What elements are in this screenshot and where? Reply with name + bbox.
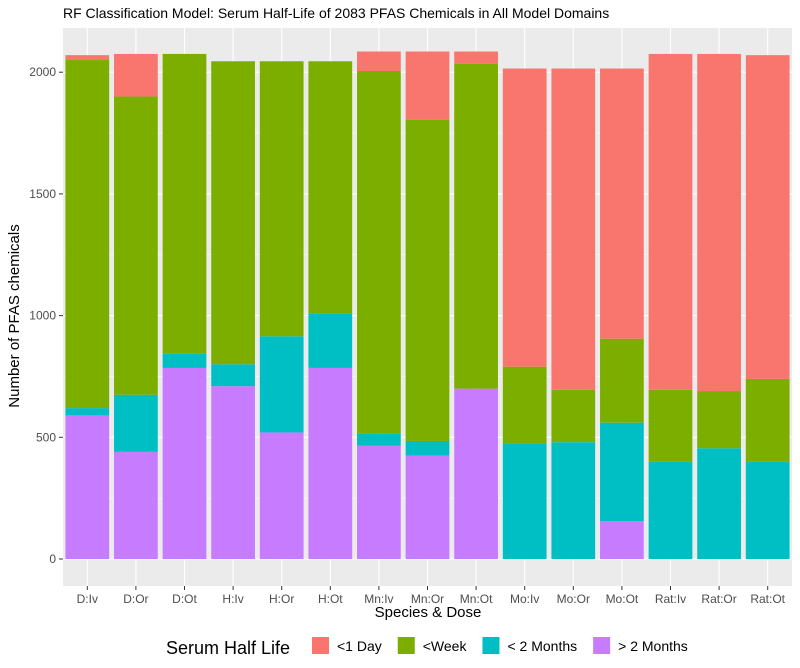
y-tick-label: 0 <box>49 552 56 566</box>
x-tick-label: Mn:Or <box>411 592 444 606</box>
bar-segment <box>211 386 255 559</box>
y-tick-label: 1000 <box>29 309 56 323</box>
bar-segment <box>745 378 790 462</box>
bar-segment <box>648 53 693 390</box>
bar-segment <box>600 521 644 559</box>
legend: Serum Half Life <1 Day <Week < 2 Months > 2… <box>166 637 688 658</box>
bar-segment <box>405 455 450 559</box>
bar-segment <box>551 389 596 443</box>
bar-segment <box>114 394 158 452</box>
bar-segment <box>551 442 596 559</box>
x-tick-label: H:Iv <box>222 592 243 606</box>
bar-segment <box>648 389 693 462</box>
legend-label: <Week <box>423 638 468 654</box>
bar-segment <box>454 63 498 389</box>
bar-segment <box>259 61 304 337</box>
x-tick-label: D:Ot <box>172 592 197 606</box>
legend-label: <1 Day <box>337 638 382 654</box>
x-tick-label: Rat:Iv <box>655 592 686 606</box>
bar-segment <box>502 68 547 367</box>
bar-segment <box>745 55 790 379</box>
x-tick-label: Mn:Ot <box>460 592 493 606</box>
bar-segment <box>162 367 207 559</box>
legend-swatch <box>593 637 611 654</box>
bar-segment <box>308 313 353 368</box>
bar-segment <box>162 353 207 368</box>
x-tick-label: H:Or <box>269 592 294 606</box>
legend-label: > 2 Months <box>618 638 688 654</box>
legend-title: Serum Half Life <box>166 638 290 658</box>
bar-segment <box>357 445 401 559</box>
bar-segment <box>114 53 158 97</box>
x-tick-label: H:Ot <box>318 592 343 606</box>
bar-segment <box>65 415 110 559</box>
x-tick-label: Mo:Iv <box>510 592 539 606</box>
y-tick-label: 2000 <box>29 65 56 79</box>
bar-segment <box>405 440 450 456</box>
bar-segment <box>308 367 353 559</box>
bar-segment <box>502 443 547 559</box>
bar-segment <box>308 61 353 314</box>
x-tick-label: D:Or <box>123 592 148 606</box>
x-tick-label: D:Iv <box>77 592 98 606</box>
bar-segment <box>114 451 158 559</box>
legend-label: < 2 Months <box>507 638 577 654</box>
bar-segment <box>697 391 741 449</box>
bar-segment <box>114 96 158 395</box>
bar-segment <box>405 51 450 120</box>
bar-segment <box>357 51 401 71</box>
bar-segment <box>357 433 401 446</box>
x-tick-label: Mo:Or <box>557 592 590 606</box>
legend-swatch <box>482 637 500 654</box>
bar-segment <box>600 422 644 522</box>
bar-segment <box>454 388 498 559</box>
bar-segment <box>697 448 741 559</box>
bar-segment <box>65 408 110 416</box>
x-axis-title: Species & Dose <box>375 604 482 621</box>
bar-segment <box>648 461 693 559</box>
x-axis: D:Iv D:Or D:Ot H:Iv H:Or H:Ot Mn:Iv Mn:Or Mn:Ot M… <box>77 586 786 606</box>
bar-segment <box>600 338 644 423</box>
bar-segment <box>745 461 790 559</box>
bar-segment <box>162 53 207 354</box>
bar-segment <box>259 336 304 433</box>
chart-title: RF Classification Model: Serum Half-Life… <box>63 5 609 21</box>
bar-segment <box>697 53 741 392</box>
y-tick-label: 500 <box>36 430 56 444</box>
bar-segment <box>211 61 255 365</box>
bar-segment <box>551 68 596 390</box>
x-tick-label: Mo:Ot <box>606 592 639 606</box>
x-tick-label: Mn:Iv <box>364 592 393 606</box>
bar-segment <box>65 55 110 61</box>
bar-segment <box>357 70 401 434</box>
y-axis-title: Number of PFAS chemicals <box>6 224 23 407</box>
y-tick-label: 1500 <box>29 187 56 201</box>
bar-segment <box>211 364 255 387</box>
bar-segment <box>405 119 450 441</box>
y-axis: 0 500 1000 1500 2000 <box>29 65 63 566</box>
bar-segment <box>454 51 498 64</box>
legend-swatch <box>312 637 329 654</box>
bars <box>65 51 790 559</box>
x-tick-label: Rat:Or <box>701 592 736 606</box>
bar-segment <box>600 68 644 339</box>
legend-swatch <box>397 637 415 654</box>
x-tick-label: Rat:Ot <box>750 592 785 606</box>
bar-segment <box>502 366 547 444</box>
bar-segment <box>259 432 304 559</box>
bar-segment <box>65 60 110 409</box>
